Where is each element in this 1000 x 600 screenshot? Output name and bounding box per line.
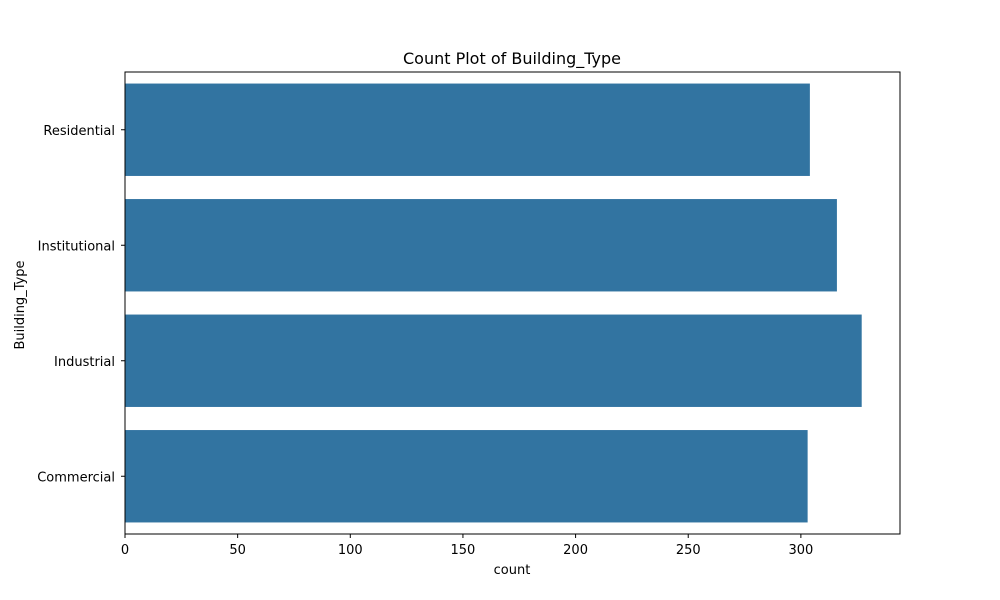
bar-commercial: [125, 430, 808, 523]
bar-institutional: [125, 199, 837, 292]
y-tick-label-industrial: Industrial: [54, 355, 115, 370]
x-tick-label-300: 300: [788, 543, 813, 558]
y-tick-label-residential: Residential: [43, 124, 115, 139]
plot-frame: [124, 71, 901, 535]
y-tick-label-institutional: Institutional: [38, 239, 115, 254]
bar-industrial: [125, 314, 862, 407]
x-tick-label-150: 150: [451, 543, 476, 558]
x-tick-label-100: 100: [338, 543, 363, 558]
chart-title: Count Plot of Building_Type: [403, 49, 621, 69]
x-tick-label-200: 200: [563, 543, 588, 558]
bars-group: [125, 83, 862, 523]
bar-residential: [125, 83, 810, 176]
x-axis-ticks: 0 50 100 150 200 250 300: [121, 534, 813, 558]
y-axis-ticks: Residential Institutional Industrial Commer…: [37, 124, 125, 485]
x-tick-label-250: 250: [676, 543, 701, 558]
x-axis-label: count: [494, 563, 531, 578]
y-axis-label: Building_Type: [13, 260, 28, 349]
x-tick-label-0: 0: [121, 543, 129, 558]
x-tick-label-50: 50: [229, 543, 246, 558]
y-tick-label-commercial: Commercial: [37, 470, 115, 485]
